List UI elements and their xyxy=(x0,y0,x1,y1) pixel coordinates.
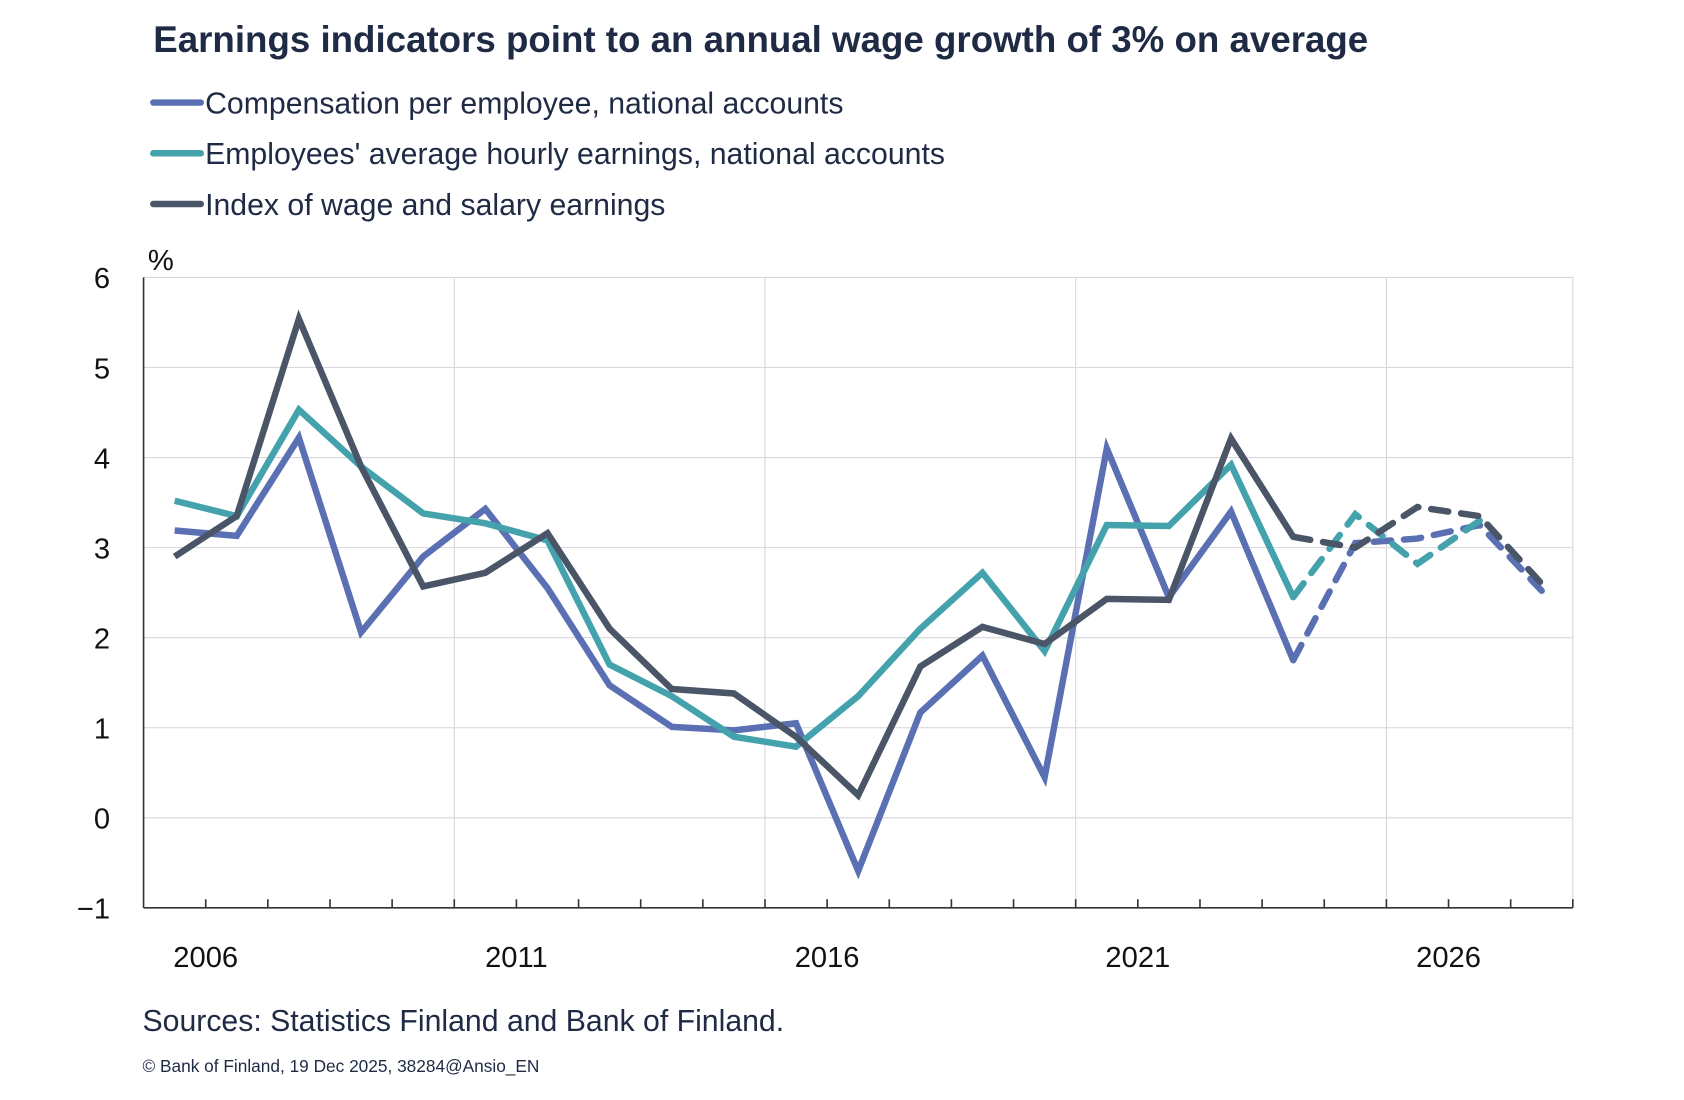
chart-title: Earnings indicators point to an annual w… xyxy=(153,19,1368,60)
series-forecast-0 xyxy=(1289,521,1545,664)
copyright-note: © Bank of Finland, 19 Dec 2025, 38284@An… xyxy=(142,1056,539,1076)
grid xyxy=(143,276,1574,908)
y-tick-label: 3 xyxy=(94,533,110,565)
series-line-2 xyxy=(172,309,1296,801)
series-forecast-2 xyxy=(1289,503,1545,587)
y-axis-unit: % xyxy=(148,245,174,277)
legend-label: Employees' average hourly earnings, nati… xyxy=(205,138,945,171)
axes: 6 5 4 3 2 1 0 −1 2006 2011 2016 2021 2026 xyxy=(77,263,1574,974)
y-tick-label: −1 xyxy=(77,894,110,926)
series-line-0 xyxy=(174,430,1297,880)
x-tick-label: 2006 xyxy=(173,942,238,974)
legend-label: Compensation per employee, national acco… xyxy=(205,87,843,120)
series-forecast-1 xyxy=(1289,509,1483,601)
series-group xyxy=(172,309,1545,880)
x-tick-label: 2026 xyxy=(1416,942,1481,974)
y-tick-label: 1 xyxy=(94,714,110,746)
y-tick-label: 5 xyxy=(94,353,110,385)
legend: Compensation per employee, national acco… xyxy=(150,87,945,222)
y-tick-label: 4 xyxy=(94,443,110,475)
legend-label: Index of wage and salary earnings xyxy=(205,189,665,222)
sources-note: Sources: Statistics Finland and Bank of … xyxy=(142,1005,784,1038)
y-tick-label: 2 xyxy=(94,623,110,655)
y-tick-label: 0 xyxy=(94,804,110,836)
x-tick-label: 2021 xyxy=(1105,942,1170,974)
x-tick-label: 2016 xyxy=(795,942,860,974)
y-tick-label: 6 xyxy=(94,263,110,295)
x-tick-label: 2011 xyxy=(485,942,548,974)
